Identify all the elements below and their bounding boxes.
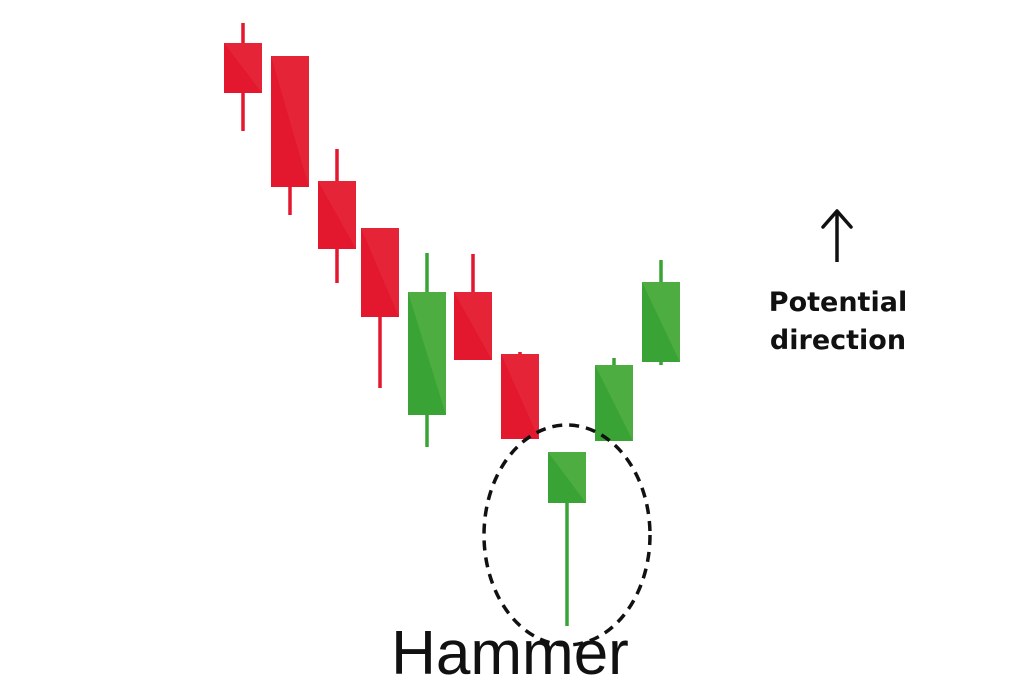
potential-direction-line1: Potential xyxy=(768,287,908,318)
candle-shade xyxy=(224,43,262,93)
candle-5 xyxy=(408,253,446,447)
candle-2 xyxy=(271,56,309,215)
potential-direction-label: Potential direction xyxy=(748,284,928,360)
candle-3 xyxy=(318,149,356,283)
candle-shade xyxy=(454,292,492,360)
candle-shade xyxy=(642,282,680,362)
candle-shade xyxy=(501,354,539,439)
candle-6 xyxy=(454,254,492,360)
candle-1 xyxy=(224,23,262,131)
candle-8 xyxy=(548,452,586,626)
hammer-highlight-ellipse xyxy=(482,423,652,647)
candle-10 xyxy=(642,260,680,365)
candle-shade xyxy=(595,365,633,441)
candle-7 xyxy=(501,352,539,439)
candle-shade xyxy=(271,56,309,187)
candle-9 xyxy=(595,358,633,441)
candle-4 xyxy=(361,228,399,388)
potential-direction-line2: direction xyxy=(769,325,907,356)
pattern-title: Hammer xyxy=(391,619,629,688)
candle-shade xyxy=(361,228,399,317)
candle-shade xyxy=(318,181,356,249)
candles-layer xyxy=(224,23,680,626)
candle-shade xyxy=(548,452,586,503)
arrow-up-icon xyxy=(821,209,853,262)
candle-shade xyxy=(408,292,446,415)
